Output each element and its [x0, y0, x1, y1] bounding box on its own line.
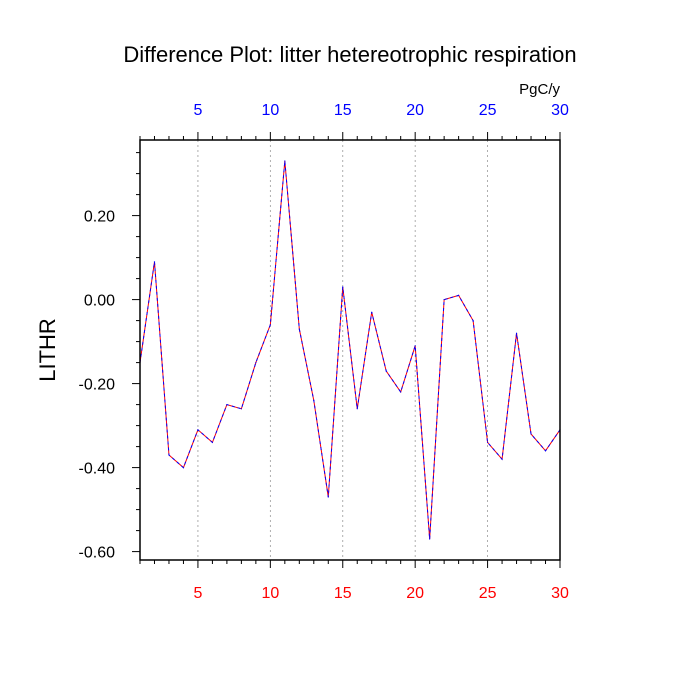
units-label: PgC/y: [519, 81, 560, 98]
axis-ticks: [132, 132, 561, 568]
data-point: [400, 391, 402, 393]
data-point: [197, 429, 199, 431]
x-tick-label-bottom: 5: [193, 585, 202, 602]
plot-frame: [139, 139, 561, 561]
data-point: [414, 345, 416, 347]
data-point: [486, 441, 489, 443]
data-point: [168, 454, 170, 456]
x-tick-label-bottom: 20: [406, 585, 424, 602]
data-point: [515, 332, 518, 334]
x-tick-label-top: 20: [406, 102, 424, 119]
x-tick-label-bottom: 30: [551, 585, 569, 602]
data-point: [356, 408, 358, 410]
data-point: [472, 320, 474, 322]
series-line-overlay: [139, 160, 561, 540]
data-point: [255, 362, 257, 364]
y-tick-label: -0.60: [79, 545, 116, 562]
data-point: [211, 441, 214, 443]
series-lines: [139, 160, 561, 540]
data-point: [226, 404, 228, 406]
data-point: [240, 408, 242, 410]
data-point: [153, 261, 156, 263]
x-tick-label-top: 30: [551, 102, 569, 119]
data-point: [182, 467, 185, 469]
y-tick-label: -0.40: [79, 461, 116, 478]
data-point: [501, 458, 503, 460]
data-point: [544, 450, 547, 452]
y-tick-label: 0.20: [84, 209, 115, 226]
y-axis-label: LITHR: [35, 318, 60, 382]
data-point: [327, 496, 329, 498]
x-tick-label-top: 10: [261, 102, 279, 119]
axis-tick-labels: 5 5 10 10 15 15 20 20 25 25 30 30 0.20 0.00 -0.20 -0.40…: [79, 102, 569, 602]
data-point: [298, 328, 300, 330]
grid-lines: [197, 140, 488, 560]
data-point: [371, 311, 373, 313]
data-point: [385, 370, 387, 372]
x-tick-label-top: 15: [334, 102, 352, 119]
y-tick-label: 0.00: [84, 293, 115, 310]
x-tick-label-top: 25: [479, 102, 497, 119]
data-point: [443, 299, 445, 301]
data-point: [429, 538, 431, 540]
y-tick-label: -0.20: [79, 377, 116, 394]
data-point: [284, 160, 286, 162]
data-point: [530, 433, 532, 435]
x-tick-label-bottom: 10: [261, 585, 279, 602]
x-tick-label-top: 5: [193, 102, 202, 119]
data-point: [458, 294, 460, 296]
data-point: [269, 324, 271, 326]
data-point: [342, 286, 344, 288]
chart-title: Difference Plot: litter hetereotrophic r…: [123, 42, 576, 67]
data-point: [313, 399, 315, 401]
x-tick-label-bottom: 25: [479, 585, 497, 602]
x-tick-label-bottom: 15: [334, 585, 352, 602]
